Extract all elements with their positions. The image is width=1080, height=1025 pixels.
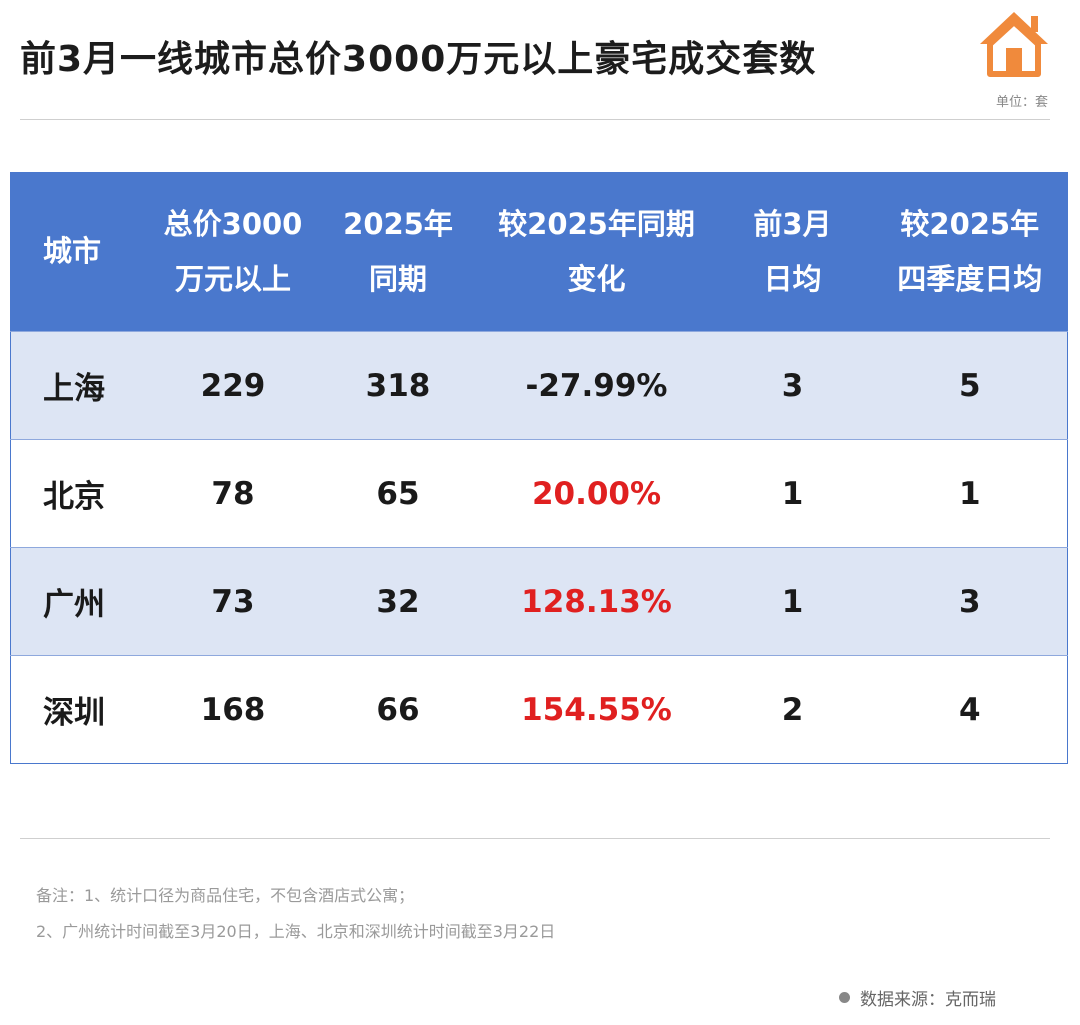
- cell-daily-avg: 1: [712, 547, 873, 656]
- cell-current: 78: [150, 439, 316, 548]
- cell-prior: 318: [315, 331, 481, 440]
- cell-city: 深圳: [10, 655, 151, 764]
- header-current: 总价3000 万元以上: [150, 172, 316, 332]
- divider-top: [20, 119, 1050, 120]
- cell-prior: 65: [315, 439, 481, 548]
- table-row: 深圳 168 66 154.55% 2 4: [10, 655, 1068, 764]
- cell-current: 168: [150, 655, 316, 764]
- cell-daily-avg: 2: [712, 655, 873, 764]
- cell-daily-avg: 1: [712, 439, 873, 548]
- cell-change: 128.13%: [480, 547, 713, 656]
- cell-prior: 32: [315, 547, 481, 656]
- cell-q4-daily-avg: 1: [872, 439, 1068, 548]
- data-table: 城市 总价3000 万元以上 2025年 同期 较2025年同期 变化 前3月 …: [10, 172, 1068, 764]
- cell-current: 229: [150, 331, 316, 440]
- cell-q4-daily-avg: 3: [872, 547, 1068, 656]
- source-label: 数据来源：克而瑞: [860, 990, 996, 1010]
- footnotes: 备注：1、统计口径为商品住宅，不包含酒店式公寓； 2、广州统计时间截至3月20日…: [36, 878, 555, 950]
- cell-current: 73: [150, 547, 316, 656]
- table-row: 北京 78 65 20.00% 1 1: [10, 439, 1068, 548]
- cell-q4-daily-avg: 4: [872, 655, 1068, 764]
- header-q4-daily-avg: 较2025年 四季度日均: [872, 172, 1068, 332]
- divider-bottom: [20, 838, 1050, 839]
- cell-city: 北京: [10, 439, 151, 548]
- page-title: 前3月一线城市总价3000万元以上豪宅成交套数: [20, 39, 817, 80]
- cell-daily-avg: 3: [712, 331, 873, 440]
- table-header-row: 城市 总价3000 万元以上 2025年 同期 较2025年同期 变化 前3月 …: [10, 172, 1068, 332]
- bullet-dot-icon: [839, 992, 850, 1003]
- table-row: 上海 229 318 -27.99% 3 5: [10, 331, 1068, 440]
- cell-change: -27.99%: [480, 331, 713, 440]
- cell-city: 上海: [10, 331, 151, 440]
- header-prior: 2025年 同期: [315, 172, 481, 332]
- house-icon: [980, 12, 1048, 77]
- cell-q4-daily-avg: 5: [872, 331, 1068, 440]
- source-credit: 数据来源：克而瑞: [839, 985, 996, 1010]
- header-change: 较2025年同期 变化: [480, 172, 713, 332]
- cell-city: 广州: [10, 547, 151, 656]
- header-city: 城市: [10, 172, 151, 332]
- header-daily-avg: 前3月 日均: [712, 172, 873, 332]
- footnote-line: 2、广州统计时间截至3月20日，上海、北京和深圳统计时间截至3月22日: [36, 922, 556, 941]
- cell-change: 20.00%: [480, 439, 713, 548]
- cell-change: 154.55%: [480, 655, 713, 764]
- cell-prior: 66: [315, 655, 481, 764]
- footnote-line: 备注：1、统计口径为商品住宅，不包含酒店式公寓；: [36, 886, 415, 905]
- table-row: 广州 73 32 128.13% 1 3: [10, 547, 1068, 656]
- unit-label: 单位：套: [995, 95, 1048, 110]
